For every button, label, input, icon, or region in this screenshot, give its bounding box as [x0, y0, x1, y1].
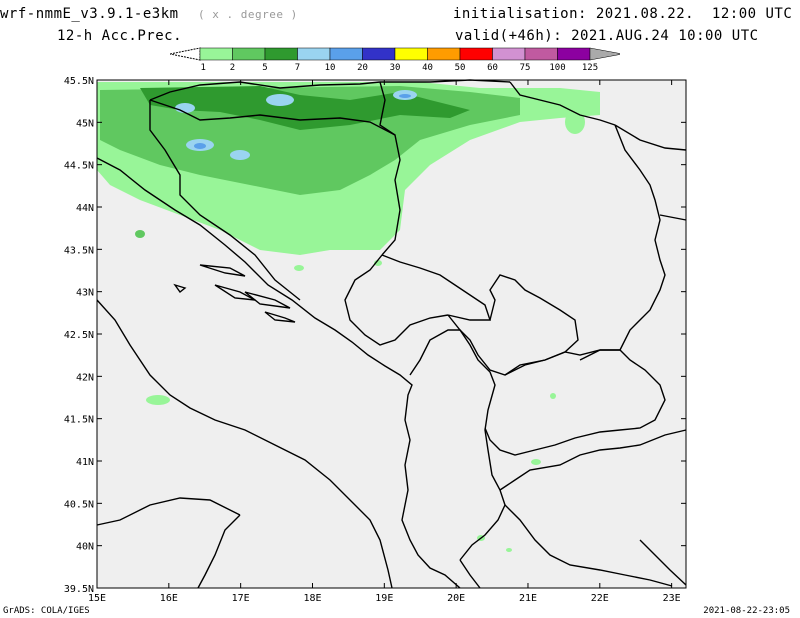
border-kosovo — [447, 274, 579, 376]
lat-label: 43N — [76, 288, 94, 299]
island-5 — [173, 283, 187, 294]
footer-credit: GrADS: COLA/IGES — [3, 606, 90, 616]
precip-cell-blue-2 — [230, 150, 250, 160]
greece-coast — [459, 559, 481, 589]
legend-label: 100 — [549, 63, 565, 72]
init-time-label: initialisation: 2021.08.22. 12:00 UTC — [453, 6, 793, 22]
border-macedonia — [484, 349, 666, 456]
lon-label: 17E — [232, 593, 250, 604]
color-legend: 1 2 5 7 10 20 30 40 50 60 75 100 125 — [170, 47, 620, 72]
italy-east-coast — [96, 299, 393, 589]
precip-spot-6 — [506, 548, 512, 552]
lon-label: 20E — [447, 593, 465, 604]
legend-right-arrow — [589, 47, 620, 61]
model-title: wrf-nmmE_v3.9.1-e3km — [0, 6, 179, 22]
island-3 — [244, 291, 291, 309]
precip-spot-1 — [146, 395, 170, 405]
lat-label: 40N — [76, 542, 94, 553]
legend-label: 50 — [455, 63, 466, 72]
lon-label: 23E — [663, 593, 681, 604]
border-bosnia-serbia — [381, 254, 491, 321]
lon-label: 18E — [303, 593, 321, 604]
italy-sole — [96, 497, 241, 526]
unit-note: ( x . degree ) — [198, 8, 298, 21]
border-serbia-bulgaria — [579, 124, 666, 361]
precip-cell-blue-5 — [175, 103, 195, 113]
axis-ticks: 15E 16E 17E 18E 19E 20E 21E 22E 23E 45.5N 45N 44.5N… — [64, 76, 686, 604]
italy-heel — [197, 514, 241, 589]
precip-area-north-heavy — [140, 86, 470, 130]
precip-spot-2 — [565, 110, 585, 134]
legend-label: 5 — [262, 63, 267, 72]
lat-label: 42N — [76, 372, 94, 383]
lat-label: 41.5N — [64, 415, 94, 426]
map-frame: 15E 16E 17E 18E 19E 20E 21E 22E 23E 45.5N 45N 44.5N… — [64, 76, 687, 604]
lat-label: 41N — [76, 457, 94, 468]
border-albania — [409, 329, 506, 561]
lat-label: 40.5N — [64, 499, 94, 510]
lon-label: 22E — [591, 593, 609, 604]
precip-cell-dark-2 — [399, 94, 411, 98]
legend-label: 7 — [295, 63, 300, 72]
lon-label: 19E — [375, 593, 393, 604]
border-bulgaria-east — [614, 124, 687, 151]
legend-label: 20 — [357, 63, 368, 72]
variable-label: 12-h Acc.Prec. — [57, 28, 183, 44]
border-north — [149, 81, 381, 101]
precip-spot-8 — [294, 265, 304, 271]
lat-label: 43.5N — [64, 245, 94, 256]
precip-spot-4 — [550, 393, 556, 399]
coast-se — [639, 539, 687, 586]
lat-label: 39.5N — [64, 584, 94, 595]
legend-label: 1 — [201, 63, 206, 72]
legend-label: 40 — [422, 63, 433, 72]
border-croatia-bosnia — [149, 99, 401, 256]
precip-cell-dark-1 — [194, 143, 206, 149]
lat-label: 45.5N — [64, 76, 94, 87]
adriatic-east-coast — [96, 157, 461, 589]
lat-label: 45N — [76, 118, 94, 129]
border-croatia-inner — [149, 100, 301, 301]
legend-label: 75 — [520, 63, 531, 72]
border-greece — [499, 429, 687, 491]
legend-label: 2 — [230, 63, 235, 72]
legend-label: 30 — [390, 63, 401, 72]
precip-spot-3 — [531, 459, 541, 465]
legend-label: 125 — [582, 63, 598, 72]
footer-timestamp: 2021-08-22-23:05 — [703, 606, 790, 616]
precip-spot-9 — [135, 230, 145, 238]
lon-label: 16E — [160, 593, 178, 604]
lat-label: 44N — [76, 203, 94, 214]
border-montenegro — [344, 254, 449, 346]
border-bulgaria-romania — [659, 214, 687, 221]
precip-areas — [97, 82, 600, 552]
border-serbia-romania — [509, 81, 616, 126]
valid-time-label: valid(+46h): 2021.AUG.24 10:00 UTC — [455, 28, 759, 44]
island-1 — [199, 264, 246, 277]
legend-label: 10 — [325, 63, 336, 72]
precip-cell-blue-3 — [266, 94, 294, 106]
greece-inner — [504, 504, 673, 587]
coastlines-and-borders — [96, 79, 687, 589]
legend-label: 60 — [487, 63, 498, 72]
lon-label: 21E — [519, 593, 537, 604]
border-serbia-west — [379, 81, 396, 136]
lat-label: 42.5N — [64, 330, 94, 341]
lon-label: 15E — [88, 593, 106, 604]
border-serbia-hungary — [380, 79, 511, 83]
island-4 — [264, 311, 296, 323]
lat-label: 44.5N — [64, 161, 94, 172]
